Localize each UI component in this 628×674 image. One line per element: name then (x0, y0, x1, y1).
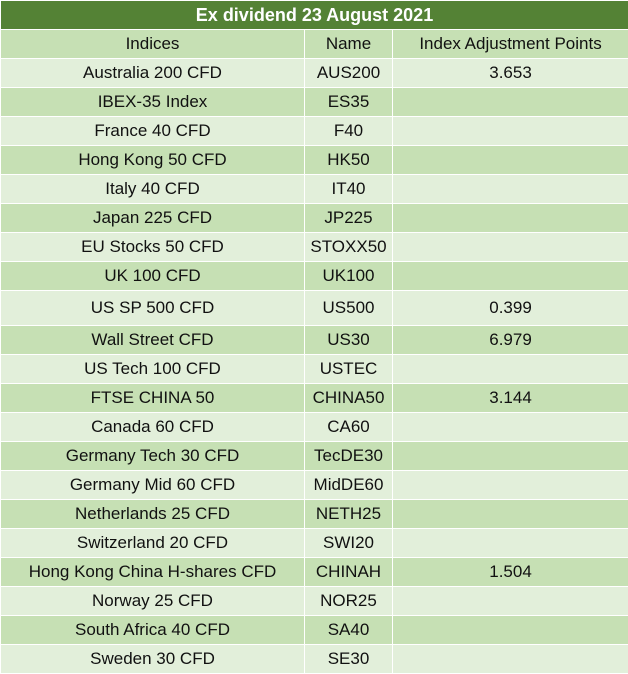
name-cell: SA40 (305, 616, 393, 645)
name-cell: UK100 (305, 262, 393, 291)
name-cell: F40 (305, 117, 393, 146)
index-cell: US Tech 100 CFD (1, 355, 305, 384)
name-cell: TecDE30 (305, 442, 393, 471)
index-cell: Switzerland 20 CFD (1, 529, 305, 558)
index-cell: EU Stocks 50 CFD (1, 233, 305, 262)
name-cell: JP225 (305, 204, 393, 233)
adjustment-points-cell: 3.653 (393, 59, 628, 88)
index-cell: Hong Kong 50 CFD (1, 146, 305, 175)
adjustment-points-cell (393, 587, 628, 616)
adjustment-points-cell (393, 616, 628, 645)
adjustment-points-cell: 3.144 (393, 384, 628, 413)
index-cell: Wall Street CFD (1, 326, 305, 355)
name-cell: SWI20 (305, 529, 393, 558)
name-cell: MidDE60 (305, 471, 393, 500)
name-cell: STOXX50 (305, 233, 393, 262)
index-cell: UK 100 CFD (1, 262, 305, 291)
column-header-name: Name (305, 30, 393, 59)
adjustment-points-cell (393, 146, 628, 175)
name-cell: USTEC (305, 355, 393, 384)
column-header-adjustment-points: Index Adjustment Points (393, 30, 628, 59)
adjustment-points-cell (393, 500, 628, 529)
index-cell: Sweden 30 CFD (1, 645, 305, 674)
index-cell: IBEX-35 Index (1, 88, 305, 117)
name-cell: IT40 (305, 175, 393, 204)
adjustment-points-cell (393, 645, 628, 674)
adjustment-points-cell (393, 233, 628, 262)
index-cell: Germany Tech 30 CFD (1, 442, 305, 471)
adjustment-points-cell: 6.979 (393, 326, 628, 355)
index-cell: Germany Mid 60 CFD (1, 471, 305, 500)
index-cell: Japan 225 CFD (1, 204, 305, 233)
table-title: Ex dividend 23 August 2021 (1, 1, 628, 30)
header-row: Indices Name Index Adjustment Points (1, 30, 628, 59)
name-cell: ES35 (305, 88, 393, 117)
name-cell: CHINAH (305, 558, 393, 587)
index-cell: Canada 60 CFD (1, 413, 305, 442)
index-cell: US SP 500 CFD (1, 291, 305, 326)
title-row: Ex dividend 23 August 2021 (1, 1, 628, 30)
name-cell: NOR25 (305, 587, 393, 616)
index-cell: France 40 CFD (1, 117, 305, 146)
name-cell: SE30 (305, 645, 393, 674)
index-cell: Netherlands 25 CFD (1, 500, 305, 529)
adjustment-points-cell (393, 355, 628, 384)
adjustment-points-cell: 1.504 (393, 558, 628, 587)
adjustment-points-cell (393, 117, 628, 146)
column-header-indices: Indices (1, 30, 305, 59)
index-cell: Hong Kong China H-shares CFD (1, 558, 305, 587)
name-cell: NETH25 (305, 500, 393, 529)
index-cell: South Africa 40 CFD (1, 616, 305, 645)
adjustment-points-cell (393, 175, 628, 204)
adjustment-points-cell (393, 88, 628, 117)
adjustment-points-cell (393, 204, 628, 233)
name-cell: AUS200 (305, 59, 393, 88)
adjustment-points-cell (393, 262, 628, 291)
adjustment-points-cell: 0.399 (393, 291, 628, 326)
index-cell: Norway 25 CFD (1, 587, 305, 616)
name-cell: CHINA50 (305, 384, 393, 413)
index-cell: FTSE CHINA 50 (1, 384, 305, 413)
index-cell: Australia 200 CFD (1, 59, 305, 88)
adjustment-points-cell (393, 471, 628, 500)
name-cell: HK50 (305, 146, 393, 175)
adjustment-points-cell (393, 413, 628, 442)
name-cell: CA60 (305, 413, 393, 442)
index-cell: Italy 40 CFD (1, 175, 305, 204)
name-cell: US30 (305, 326, 393, 355)
adjustment-points-cell (393, 529, 628, 558)
adjustment-points-cell (393, 442, 628, 471)
name-cell: US500 (305, 291, 393, 326)
